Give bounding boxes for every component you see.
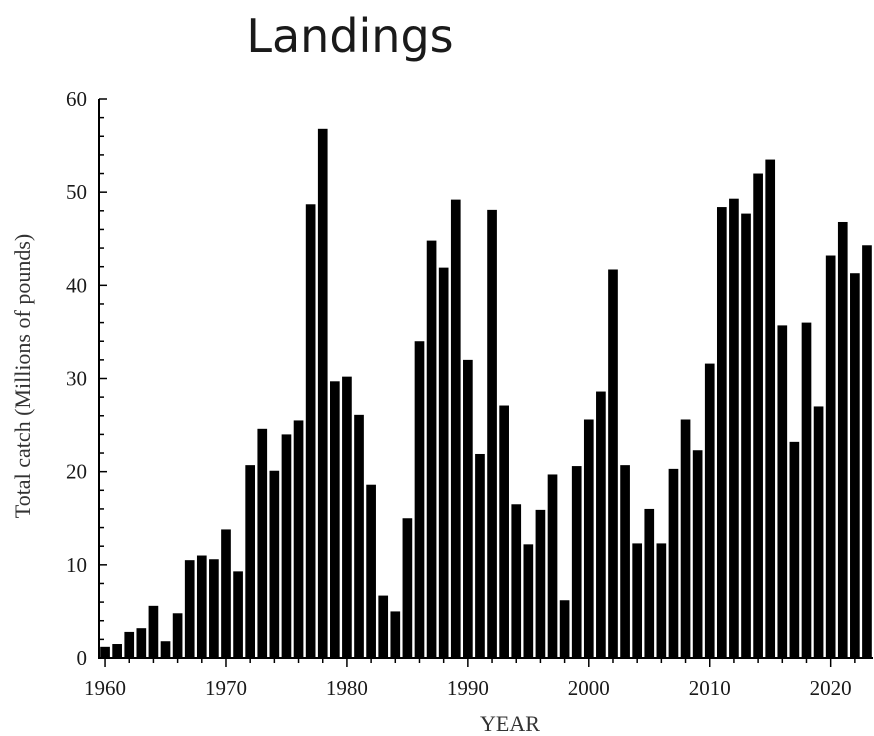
bar-2014 xyxy=(753,173,763,658)
bar-1982 xyxy=(366,484,376,658)
bar-1985 xyxy=(402,518,413,658)
y-axis-label: Total catch (Millions of pounds) xyxy=(10,234,35,518)
bar-1998 xyxy=(559,600,570,658)
bars-group xyxy=(100,128,872,659)
bar-1991 xyxy=(475,453,485,658)
y-tick-label-20: 20 xyxy=(66,460,87,484)
bar-2023 xyxy=(862,245,872,658)
x-tick-label-2010: 2010 xyxy=(689,676,731,700)
bar-1963 xyxy=(136,628,147,658)
bar-2015 xyxy=(765,159,776,658)
x-axis-label: YEAR xyxy=(480,711,540,736)
bar-1971 xyxy=(233,571,243,658)
bar-2009 xyxy=(692,450,703,658)
bar-1961 xyxy=(112,644,122,658)
y-tick-label-0: 0 xyxy=(77,646,88,670)
bar-1970 xyxy=(221,529,231,658)
bar-1975 xyxy=(281,434,292,658)
bar-2012 xyxy=(729,198,739,658)
bar-1987 xyxy=(426,240,437,659)
bar-1981 xyxy=(354,414,364,658)
bar-2004 xyxy=(632,543,643,658)
bar-1962 xyxy=(124,631,135,658)
y-tick-label-10: 10 xyxy=(66,553,87,577)
bar-2013 xyxy=(741,213,751,658)
bar-1976 xyxy=(293,420,304,658)
bar-2008 xyxy=(680,419,691,658)
chart-title: Landings xyxy=(246,9,453,63)
x-tick-label-2020: 2020 xyxy=(810,676,852,700)
bar-1983 xyxy=(378,595,389,658)
bar-1973 xyxy=(257,428,268,658)
bar-1964 xyxy=(148,605,159,658)
bar-1989 xyxy=(450,199,461,658)
bar-2019 xyxy=(813,406,824,658)
bar-2020 xyxy=(825,255,836,658)
x-tick-label-1990: 1990 xyxy=(447,676,489,700)
bar-1984 xyxy=(390,611,401,658)
y-tick-label-40: 40 xyxy=(66,273,87,297)
bar-1997 xyxy=(547,474,558,658)
y-tick-label-60: 60 xyxy=(66,87,87,111)
bar-2010 xyxy=(704,363,715,658)
ticks-group: 0 10 20 30 40 50 60 1960 1970 1980 1990 2000 2010 202… xyxy=(66,87,856,700)
bar-1986 xyxy=(414,341,425,658)
bar-1980 xyxy=(342,376,352,658)
bar-2016 xyxy=(777,325,788,658)
bar-2017 xyxy=(789,441,800,658)
bar-2006 xyxy=(656,543,667,658)
bar-2003 xyxy=(620,465,630,658)
y-tick-label-30: 30 xyxy=(66,367,87,391)
bar-1995 xyxy=(523,544,534,658)
bar-2001 xyxy=(596,391,606,658)
bar-1967 xyxy=(184,560,195,658)
bar-1993 xyxy=(499,405,509,658)
bar-1966 xyxy=(172,613,183,658)
y-tick-label-50: 50 xyxy=(66,180,87,204)
bar-1965 xyxy=(160,641,171,658)
bar-2011 xyxy=(716,207,727,658)
bar-1996 xyxy=(535,509,546,658)
bar-2021 xyxy=(837,221,848,659)
bar-2002 xyxy=(608,269,618,658)
x-tick-label-1970: 1970 xyxy=(205,676,247,700)
bar-1969 xyxy=(209,559,219,658)
bar-1988 xyxy=(438,267,449,658)
bar-2022 xyxy=(850,273,860,658)
x-tick-label-2000: 2000 xyxy=(568,676,610,700)
bar-2018 xyxy=(801,322,812,658)
bar-1974 xyxy=(269,470,280,658)
bar-1994 xyxy=(511,504,522,658)
bar-1968 xyxy=(196,555,207,658)
bar-1960 xyxy=(100,646,110,658)
bar-2005 xyxy=(644,508,655,658)
bar-1979 xyxy=(329,381,340,658)
bar-1990 xyxy=(463,359,473,658)
bar-1972 xyxy=(245,465,256,658)
bar-1977 xyxy=(305,204,316,658)
bar-1992 xyxy=(487,209,497,658)
bar-1978 xyxy=(317,128,328,658)
x-tick-label-1980: 1980 xyxy=(326,676,368,700)
bar-1999 xyxy=(571,466,582,658)
bar-2007 xyxy=(668,468,679,658)
bar-2000 xyxy=(583,419,594,658)
x-tick-label-1960: 1960 xyxy=(84,676,126,700)
